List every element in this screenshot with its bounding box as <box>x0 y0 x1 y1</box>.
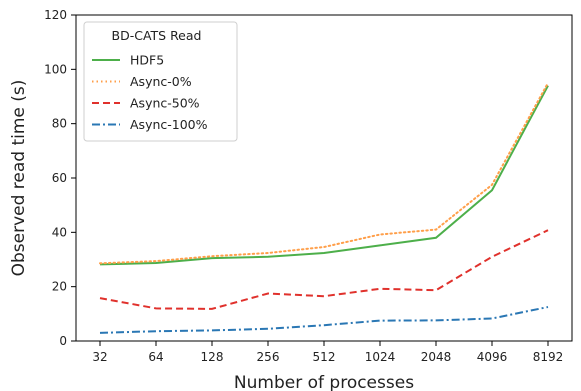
series-line-async-100- <box>99 306 549 334</box>
y-tick-label: 80 <box>52 117 67 131</box>
y-axis-title: Observed read time (s) <box>9 80 29 277</box>
y-tick-label: 100 <box>44 62 67 76</box>
legend-label: Async-0% <box>130 74 192 89</box>
y-tick-label: 40 <box>52 225 67 239</box>
x-tick-label: 32 <box>92 350 107 364</box>
series-line-async-0- <box>99 81 549 265</box>
y-tick-label: 20 <box>52 280 67 294</box>
x-tick-label: 512 <box>313 350 336 364</box>
x-axis-title: Number of processes <box>234 373 414 391</box>
legend-label: Async-50% <box>130 96 200 111</box>
x-tick-label: 1024 <box>365 350 396 364</box>
legend-label: HDF5 <box>130 53 164 68</box>
series-layer <box>99 81 549 334</box>
legend-title: BD-CATS Read <box>112 28 202 43</box>
x-tick-label: 4096 <box>477 350 508 364</box>
y-tick-label: 60 <box>52 171 67 185</box>
y-tick-label: 120 <box>44 8 67 22</box>
legend: BD-CATS Read HDF5 Async-0% Async-50% Async-1… <box>83 21 238 142</box>
legend-label: Async-100% <box>130 117 208 132</box>
series-line-hdf5 <box>99 85 549 266</box>
x-tick-label: 8192 <box>533 350 564 364</box>
y-tick-label: 0 <box>59 334 67 348</box>
series-line-async-50- <box>99 229 549 310</box>
legend-box <box>83 21 238 142</box>
x-tick-label: 128 <box>201 350 224 364</box>
axes-layer: 0 20 40 60 80 100 120 32 64 128 256 512 1024 2048 4096… <box>44 8 573 364</box>
x-tick-label: 256 <box>257 350 280 364</box>
x-tick-label: 64 <box>148 350 163 364</box>
x-tick-label: 2048 <box>421 350 452 364</box>
